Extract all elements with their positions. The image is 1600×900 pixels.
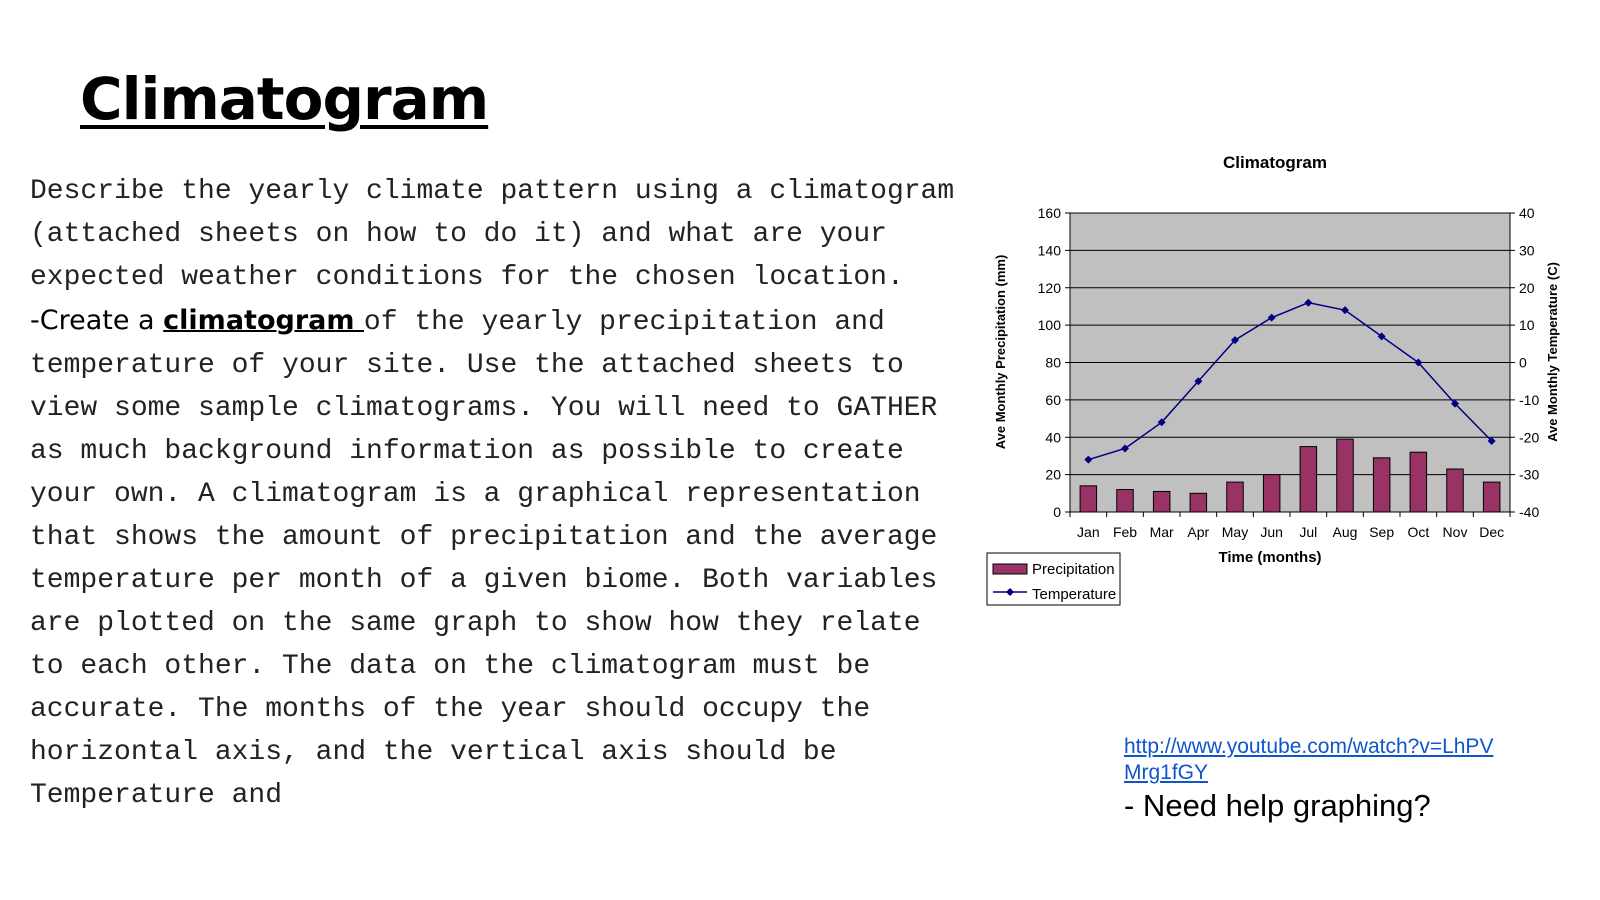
help-graphing-text: - Need help graphing?	[1124, 788, 1431, 823]
x-tick-label: Nov	[1443, 524, 1468, 540]
precipitation-bar	[1446, 468, 1464, 513]
climatogram-chart: 0 20 40 60 80 100 120 140 160 -40 -30 -20 -10 0 10 20 30…	[986, 153, 1560, 606]
slide-body-text: Describe the yearly climate pattern usin…	[30, 170, 960, 817]
precipitation-bar	[1409, 451, 1428, 513]
temperature-point	[1231, 336, 1239, 345]
precipitation-bar	[1226, 481, 1244, 513]
precipitation-bar	[1189, 492, 1208, 513]
temperature-point	[1487, 436, 1496, 445]
precipitation-bar	[1299, 446, 1318, 513]
intro-paragraph: Describe the yearly climate pattern usin…	[30, 176, 955, 293]
climatogram-keyword: climatogram	[163, 305, 364, 336]
chart-legend: Precipitation Temperature	[986, 552, 1121, 606]
x-tick-label: Feb	[1113, 524, 1137, 540]
y-tick-label: 60	[1045, 392, 1061, 408]
x-tick-label: May	[1222, 524, 1248, 540]
temperature-line	[1088, 301, 1493, 461]
x-tick-label: Oct	[1407, 524, 1429, 540]
y-tick-label: 20	[1045, 467, 1061, 483]
y2-tick-label: -30	[1519, 467, 1539, 483]
temperature-point	[1267, 313, 1276, 322]
chart-title: Climatogram	[1223, 153, 1327, 172]
temperature-point	[1451, 399, 1459, 408]
precipitation-bar	[1372, 457, 1391, 513]
temperature-point	[1414, 358, 1423, 367]
youtube-help-link[interactable]: http://www.youtube.com/watch?v=LhPVMrg1f…	[1124, 735, 1494, 784]
legend-precipitation-label: Precipitation	[1032, 561, 1115, 578]
instructions-paragraph: of the yearly precipitation and temperat…	[30, 307, 938, 811]
y2-tick-label: -10	[1519, 392, 1539, 408]
temperature-point	[1304, 298, 1313, 307]
temperature-point	[1341, 306, 1349, 315]
x-tick-label: Sep	[1369, 524, 1394, 540]
y2-tick-label: -40	[1519, 504, 1539, 520]
y2-tick-label: 0	[1519, 355, 1527, 371]
y-tick-label: 140	[1038, 242, 1062, 258]
y2-axis-label: Ave Monthly Temperature (C)	[1545, 262, 1560, 442]
precipitation-bar	[1482, 481, 1501, 513]
precipitation-bar	[1262, 474, 1281, 513]
y-tick-label: 100	[1038, 317, 1062, 333]
y2-tick-label: 30	[1519, 242, 1535, 258]
y2-tick-label: 40	[1519, 205, 1535, 221]
temperature-point	[1121, 444, 1129, 453]
y2-tick-label: 20	[1519, 280, 1535, 296]
precipitation-bar	[1116, 489, 1134, 513]
precipitation-bar	[1079, 485, 1098, 513]
legend-temperature-label: Temperature	[1032, 586, 1116, 603]
slide-title: Climatogram	[80, 65, 489, 133]
precipitation-bar	[1152, 490, 1171, 513]
legend-temperature-marker	[1006, 588, 1014, 596]
y2-tick-label: -20	[1519, 429, 1539, 445]
temperature-point	[1377, 332, 1386, 341]
temperature-point	[1157, 418, 1166, 427]
x-tick-label: Aug	[1333, 524, 1358, 540]
x-axis-label: Time (months)	[1218, 549, 1321, 566]
x-tick-label: Jul	[1299, 524, 1317, 540]
bullet-lead-text: -Create a	[30, 305, 164, 336]
x-tick-label: Dec	[1479, 524, 1504, 540]
x-tick-label: Mar	[1150, 524, 1174, 540]
y-tick-label: 120	[1038, 280, 1062, 296]
y-tick-label: 80	[1045, 355, 1061, 371]
y-tick-label: 40	[1045, 429, 1061, 445]
x-tick-label: Jun	[1260, 524, 1283, 540]
x-tick-label: Apr	[1187, 524, 1209, 540]
x-tick-label: Jan	[1077, 524, 1100, 540]
y-axis-label: Ave Monthly Precipitation (mm)	[993, 255, 1008, 450]
y-tick-label: 0	[1053, 504, 1061, 520]
y-tick-label: 160	[1038, 205, 1062, 221]
legend-precipitation-swatch	[992, 563, 1028, 575]
temperature-point	[1194, 377, 1203, 386]
legend-box	[986, 552, 1121, 606]
temperature-point	[1084, 455, 1093, 464]
precipitation-bar	[1336, 438, 1354, 513]
y2-tick-label: 10	[1519, 317, 1535, 333]
